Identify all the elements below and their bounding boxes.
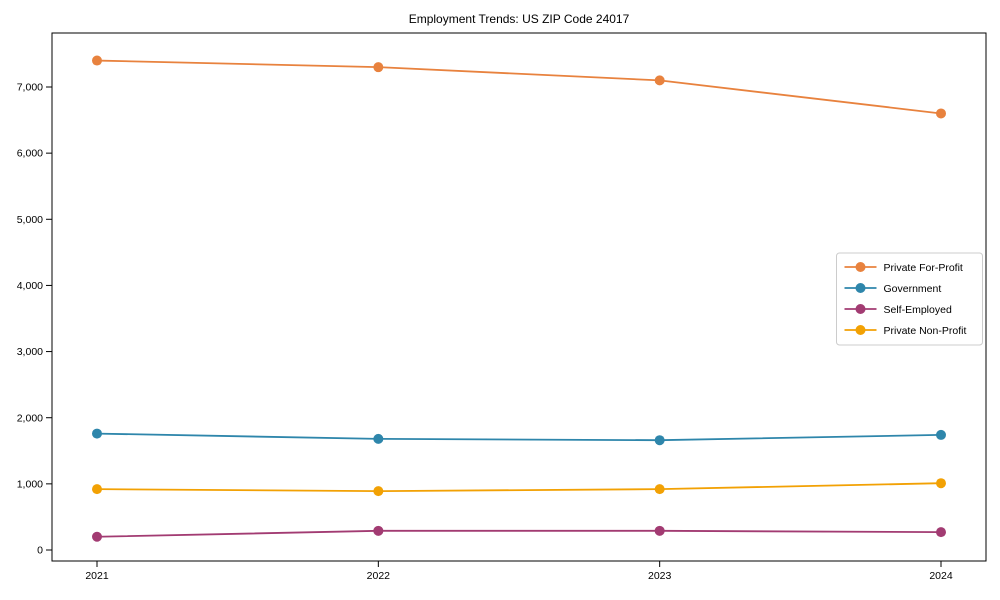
x-tick-label: 2022 — [367, 570, 391, 582]
y-tick-label: 2,000 — [17, 412, 43, 424]
y-tick-label: 0 — [37, 545, 43, 557]
legend-label-government: Government — [884, 283, 942, 295]
legend-box — [836, 252, 983, 346]
legend-marker-self-employed — [855, 304, 866, 314]
legend-marker-private-for-profit — [855, 262, 866, 272]
x-tick-label: 2023 — [648, 570, 672, 582]
series-line-government — [96, 432, 942, 442]
plot-border — [51, 32, 987, 562]
data-point-self-employed — [654, 525, 665, 536]
legend-label-private-for-profit: Private For-Profit — [884, 262, 963, 274]
legend-label-private-non-profit: Private Non-Profit — [884, 325, 967, 337]
series-line-self-employed — [96, 529, 942, 538]
series-group — [92, 55, 946, 542]
y-tick-label: 6,000 — [17, 148, 43, 160]
data-point-government — [654, 435, 665, 446]
data-point-private-for-profit — [373, 62, 384, 73]
data-point-private-non-profit — [654, 484, 665, 495]
data-point-private-for-profit — [936, 108, 946, 119]
data-point-government — [373, 433, 384, 444]
legend-marker-private-non-profit — [855, 325, 866, 335]
y-tick-label: 7,000 — [17, 82, 43, 94]
y-tick-label: 5,000 — [17, 214, 43, 226]
x-axis: 2021 2022 2023 2024 — [85, 561, 953, 582]
series-line-private-for-profit — [96, 59, 942, 115]
data-point-private-for-profit — [92, 55, 102, 66]
data-point-government — [92, 428, 102, 439]
legend: Private For-Profit Government Self-Employe… — [836, 252, 983, 346]
data-point-private-for-profit — [654, 75, 665, 86]
data-point-self-employed — [373, 525, 384, 536]
chart-title: Employment Trends: US ZIP Code 24017 — [409, 12, 630, 26]
x-tick-label: 2021 — [85, 570, 109, 582]
data-point-government — [936, 429, 946, 440]
data-point-private-non-profit — [936, 478, 946, 489]
data-point-private-non-profit — [92, 484, 102, 495]
y-tick-label: 1,000 — [17, 478, 43, 490]
y-tick-label: 3,000 — [17, 346, 43, 358]
series-line-private-non-profit — [96, 482, 942, 493]
data-point-self-employed — [936, 527, 946, 538]
x-tick-label: 2024 — [929, 570, 953, 582]
data-point-self-employed — [92, 531, 102, 542]
legend-label-self-employed: Self-Employed — [884, 304, 952, 316]
y-tick-label: 4,000 — [17, 280, 43, 292]
y-axis: 0 1,000 2,000 3,000 4,000 5,000 6,000 7,000 — [17, 82, 52, 557]
legend-marker-government — [855, 283, 866, 293]
data-point-private-non-profit — [373, 486, 384, 497]
